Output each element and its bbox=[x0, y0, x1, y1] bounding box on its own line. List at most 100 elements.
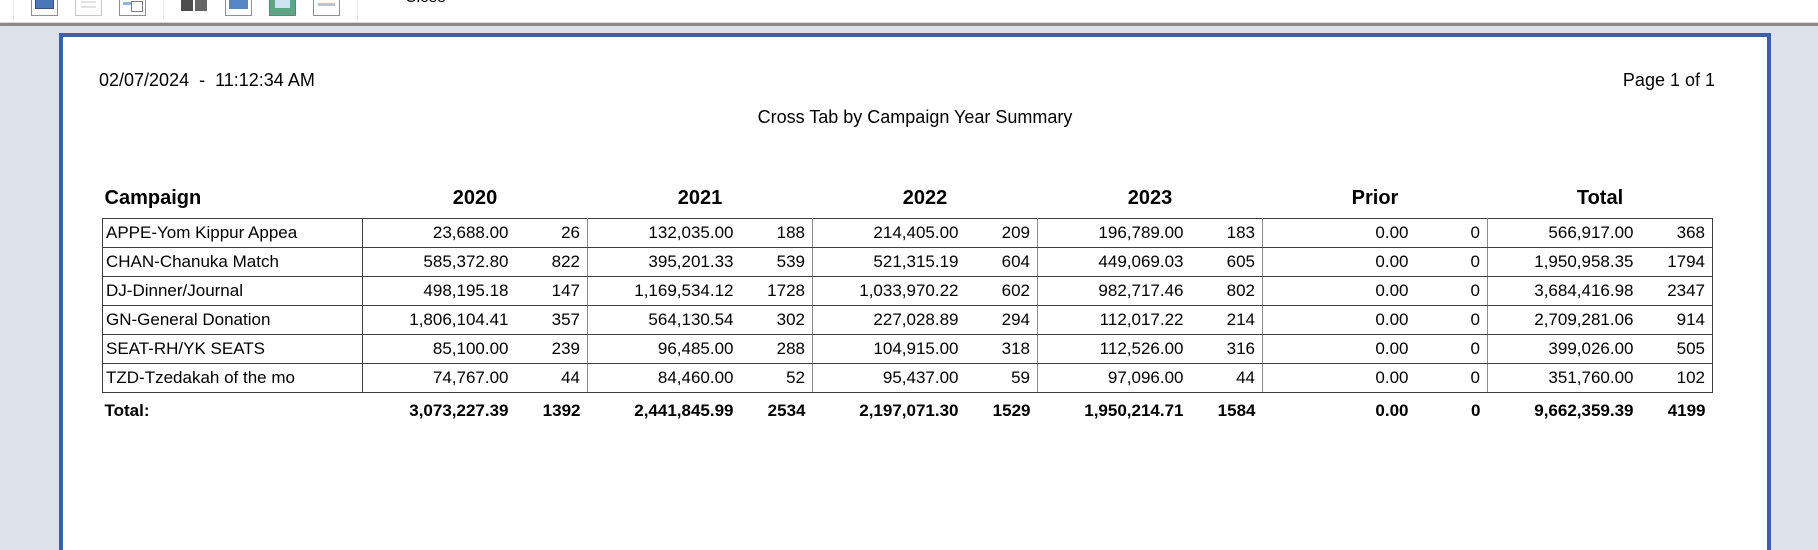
campaign-cell: APPE-Yom Kippur Appea bbox=[102, 217, 363, 248]
total-row: Total: 3,073,227.39 1392 2,441,845.99 2534 2… bbox=[103, 392, 1713, 421]
count-cell: 0 bbox=[1418, 275, 1488, 306]
count-cell: 2347 bbox=[1643, 275, 1714, 306]
copy-pages-icon[interactable] bbox=[181, 0, 208, 16]
export-report-icon[interactable] bbox=[225, 0, 252, 16]
total-amount-cell: 1,950,214.71 bbox=[1084, 400, 1184, 420]
count-cell: 0 bbox=[1418, 333, 1488, 364]
amount-cell: 566,917.00 bbox=[1487, 217, 1644, 248]
total-amount-cell: 3,073,227.39 bbox=[409, 400, 509, 420]
amount-cell: 564,130.54 bbox=[587, 304, 744, 335]
amount-cell: 97,096.00 bbox=[1037, 362, 1194, 393]
amount-cell: 498,195.18 bbox=[362, 275, 519, 306]
count-cell: 539 bbox=[743, 246, 813, 277]
print-preview-icon[interactable] bbox=[31, 0, 58, 16]
excel-export-icon[interactable] bbox=[269, 0, 296, 16]
table-row: CHAN-Chanuka Match 585,372.80 822 395,201.3… bbox=[102, 246, 1714, 277]
amount-cell: 395,201.33 bbox=[587, 246, 744, 277]
count-cell: 188 bbox=[743, 217, 813, 248]
campaign-cell: TZD-Tzedakah of the mo bbox=[102, 362, 363, 393]
amount-cell: 104,915.00 bbox=[812, 333, 969, 364]
count-cell: 357 bbox=[518, 304, 588, 335]
total-count-cell: 1584 bbox=[1217, 400, 1256, 420]
column-header-total: Total bbox=[1576, 186, 1624, 209]
amount-cell: 982,717.46 bbox=[1037, 275, 1194, 306]
count-cell: 0 bbox=[1418, 362, 1488, 393]
campaign-cell: SEAT-RH/YK SEATS bbox=[102, 333, 363, 364]
campaign-cell: GN-General Donation bbox=[102, 304, 363, 335]
count-cell: 214 bbox=[1193, 304, 1263, 335]
header-row: Campaign 2020 2021 2022 2023 Prior Total bbox=[103, 180, 1713, 218]
total-amount-cell: 2,441,845.99 bbox=[634, 400, 734, 420]
count-cell: 822 bbox=[518, 246, 588, 277]
amount-cell: 196,789.00 bbox=[1037, 217, 1194, 248]
amount-cell: 214,405.00 bbox=[812, 217, 969, 248]
column-header-2023: 2023 bbox=[1127, 186, 1173, 209]
table-row: DJ-Dinner/Journal 498,195.18 147 1,169,534.… bbox=[102, 275, 1714, 306]
count-cell: 209 bbox=[968, 217, 1038, 248]
total-count-cell: 0 bbox=[1471, 400, 1481, 420]
count-cell: 44 bbox=[1193, 362, 1263, 393]
total-count-cell: 4199 bbox=[1667, 400, 1706, 420]
close-button[interactable]: Close bbox=[405, 0, 446, 7]
amount-cell: 1,033,970.22 bbox=[812, 275, 969, 306]
print-icon[interactable] bbox=[75, 0, 102, 16]
page-indicator: Page 1 of 1 bbox=[1622, 70, 1715, 90]
text-view-icon[interactable] bbox=[313, 0, 340, 16]
total-count-cell: 1529 bbox=[992, 400, 1031, 420]
column-header-2020: 2020 bbox=[452, 186, 498, 209]
amount-cell: 0.00 bbox=[1262, 304, 1419, 335]
amount-cell: 112,017.22 bbox=[1037, 304, 1194, 335]
count-cell: 605 bbox=[1193, 246, 1263, 277]
amount-cell: 449,069.03 bbox=[1037, 246, 1194, 277]
summary-table: Campaign 2020 2021 2022 2023 Prior Total APPE… bbox=[102, 180, 1714, 421]
amount-cell: 227,028.89 bbox=[812, 304, 969, 335]
total-amount-cell: 2,197,071.30 bbox=[859, 400, 959, 420]
amount-cell: 2,709,281.06 bbox=[1487, 304, 1644, 335]
separator bbox=[13, 0, 14, 20]
count-cell: 302 bbox=[743, 304, 813, 335]
count-cell: 0 bbox=[1418, 304, 1488, 335]
total-label: Total: bbox=[104, 400, 150, 420]
column-header-2021: 2021 bbox=[677, 186, 723, 209]
amount-cell: 23,688.00 bbox=[362, 217, 519, 248]
count-cell: 288 bbox=[743, 333, 813, 364]
count-cell: 316 bbox=[1193, 333, 1263, 364]
count-cell: 604 bbox=[968, 246, 1038, 277]
column-header-prior: Prior bbox=[1351, 186, 1399, 209]
toolbar: Close bbox=[0, 0, 1818, 22]
count-cell: 802 bbox=[1193, 275, 1263, 306]
amount-cell: 132,035.00 bbox=[587, 217, 744, 248]
amount-cell: 96,485.00 bbox=[587, 333, 744, 364]
count-cell: 1728 bbox=[743, 275, 813, 306]
page-setup-icon[interactable] bbox=[119, 0, 146, 16]
amount-cell: 95,437.00 bbox=[812, 362, 969, 393]
table-row: APPE-Yom Kippur Appea 23,688.00 26 132,035.… bbox=[102, 217, 1714, 248]
total-count-cell: 1392 bbox=[542, 400, 581, 420]
amount-cell: 3,684,416.98 bbox=[1487, 275, 1644, 306]
amount-cell: 1,950,958.35 bbox=[1487, 246, 1644, 277]
amount-cell: 0.00 bbox=[1262, 275, 1419, 306]
count-cell: 44 bbox=[518, 362, 588, 393]
separator bbox=[163, 0, 164, 20]
count-cell: 147 bbox=[518, 275, 588, 306]
count-cell: 294 bbox=[968, 304, 1038, 335]
amount-cell: 112,526.00 bbox=[1037, 333, 1194, 364]
count-cell: 318 bbox=[968, 333, 1038, 364]
amount-cell: 351,760.00 bbox=[1487, 362, 1644, 393]
campaign-cell: DJ-Dinner/Journal bbox=[102, 275, 363, 306]
amount-cell: 85,100.00 bbox=[362, 333, 519, 364]
campaign-cell: CHAN-Chanuka Match bbox=[102, 246, 363, 277]
toolbar-divider bbox=[0, 22, 1818, 26]
count-cell: 505 bbox=[1643, 333, 1714, 364]
table-row: SEAT-RH/YK SEATS 85,100.00 239 96,485.00 288… bbox=[102, 333, 1714, 364]
report-datetime: 02/07/2024 - 11:12:34 AM bbox=[99, 70, 315, 90]
amount-cell: 0.00 bbox=[1262, 217, 1419, 248]
count-cell: 914 bbox=[1643, 304, 1714, 335]
count-cell: 183 bbox=[1193, 217, 1263, 248]
column-header-2022: 2022 bbox=[902, 186, 948, 209]
report-title: Cross Tab by Campaign Year Summary bbox=[757, 107, 1073, 127]
report-page: 02/07/2024 - 11:12:34 AM Page 1 of 1 Cro… bbox=[59, 33, 1771, 550]
count-cell: 1794 bbox=[1643, 246, 1714, 277]
amount-cell: 0.00 bbox=[1262, 246, 1419, 277]
count-cell: 26 bbox=[518, 217, 588, 248]
